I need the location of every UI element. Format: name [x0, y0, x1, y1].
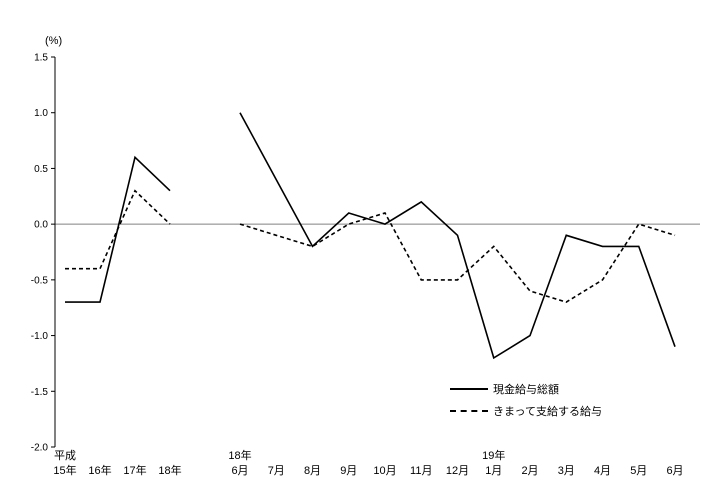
x-tick-label: 5月: [630, 465, 647, 477]
x-tick-label: 16年: [88, 463, 111, 477]
x-tick-label: 9月: [340, 465, 357, 477]
chart-legend: 現金給与総額 きまって支給する給与: [450, 378, 602, 422]
series-line-scheduled: [239, 212, 676, 303]
x-tick-label: 2月: [521, 465, 538, 477]
x-tick-label: 6月: [666, 465, 683, 477]
x-era-label: 平成: [54, 449, 76, 462]
y-tick-label: -2.0: [31, 443, 49, 454]
x-tick-label: 7月: [268, 465, 285, 477]
x-tick-label: 12月: [446, 465, 469, 477]
legend-item-scheduled: きまって支給する給与: [450, 400, 602, 422]
dashed-line-swatch: [450, 410, 488, 412]
y-tick-label: 0.5: [34, 164, 48, 175]
x-tick-label: 18年: [158, 463, 181, 477]
x-tick-label: 3月: [558, 465, 575, 477]
y-tick-label: 1.5: [34, 53, 48, 64]
x-era-label: 18年: [228, 448, 251, 462]
x-tick-label: 11月: [410, 465, 432, 477]
y-tick-label: -1.5: [31, 387, 49, 398]
x-tick-label: 6月: [231, 465, 248, 477]
y-tick-label: 0.0: [34, 220, 48, 231]
series-line-cash_total: [239, 112, 676, 360]
legend-item-cash-total: 現金給与総額: [450, 378, 602, 400]
x-era-label: 19年: [482, 448, 505, 462]
x-tick-label: 8月: [304, 465, 321, 477]
x-tick-label: 15年: [53, 463, 76, 477]
x-tick-label: 1月: [485, 465, 502, 477]
legend-label: 現金給与総額: [493, 384, 559, 396]
y-tick-label: 1.0: [34, 108, 48, 119]
y-tick-label: -0.5: [31, 275, 49, 286]
solid-line-swatch: [450, 388, 488, 390]
x-tick-label: 4月: [594, 465, 611, 477]
series-line-scheduled: [65, 189, 171, 270]
y-tick-label: -1.0: [31, 331, 49, 342]
legend-label: きまって支給する給与: [493, 406, 603, 418]
x-tick-label: 10月: [373, 465, 396, 477]
y-axis-unit-label: (%): [45, 35, 62, 47]
x-tick-label: 17年: [123, 463, 146, 477]
